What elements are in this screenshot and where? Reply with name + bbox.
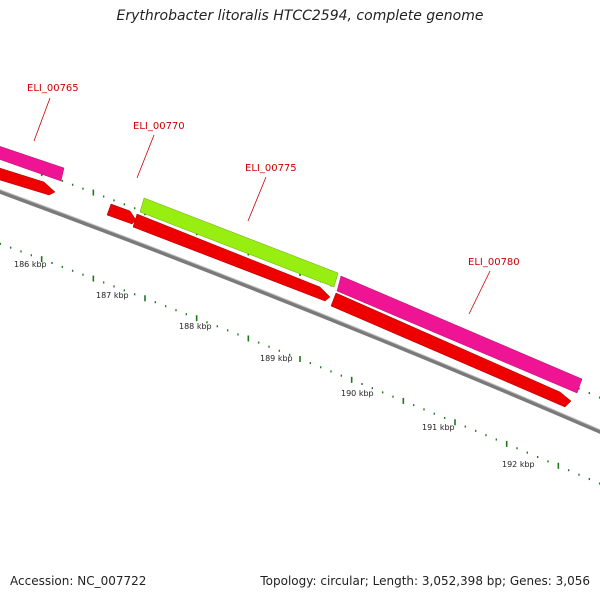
- cds-arrow-eli-00770[interactable]: [106, 203, 137, 225]
- scale-label-187kbp: 187 kbp: [96, 291, 129, 300]
- scale-label-190kbp: 190 kbp: [341, 389, 374, 398]
- gene-bar-eli-00780[interactable]: [336, 275, 583, 394]
- gene-label-eli-00770[interactable]: ELI_00770: [133, 121, 185, 132]
- cds-arrow-eli-00775[interactable]: [132, 213, 331, 302]
- gene-label-eli-00765[interactable]: ELI_00765: [27, 83, 79, 94]
- genome-backbone: [0, 189, 600, 434]
- genome-summary: Topology: circular; Length: 3,052,398 bp…: [260, 574, 590, 588]
- cds-arrow-eli-00765[interactable]: [0, 165, 56, 196]
- leader-eli-00770: [136, 134, 155, 179]
- map-title: Erythrobacter litoralis HTCC2594, comple…: [116, 8, 484, 24]
- scale-label-186kbp: 186 kbp: [14, 260, 47, 269]
- leader-eli-00765: [33, 97, 51, 142]
- gene-bar-eli-00775[interactable]: [139, 197, 339, 288]
- tick-marks: [0, 156, 600, 485]
- accession-label: Accession: NC_007722: [10, 574, 147, 588]
- scale-label-192kbp: 192 kbp: [502, 460, 535, 469]
- leader-eli-00780: [468, 270, 491, 315]
- scale-label-189kbp: 189 kbp: [260, 354, 293, 363]
- scale-label-191kbp: 191 kbp: [422, 423, 455, 432]
- leader-eli-00775: [247, 176, 267, 222]
- gene-label-eli-00780[interactable]: ELI_00780: [468, 257, 520, 268]
- cds-arrow-eli-00780[interactable]: [330, 292, 572, 408]
- gene-label-eli-00775[interactable]: ELI_00775: [245, 163, 297, 174]
- scale-label-188kbp: 188 kbp: [179, 322, 212, 331]
- gene-bar-eli-00765[interactable]: [0, 143, 65, 182]
